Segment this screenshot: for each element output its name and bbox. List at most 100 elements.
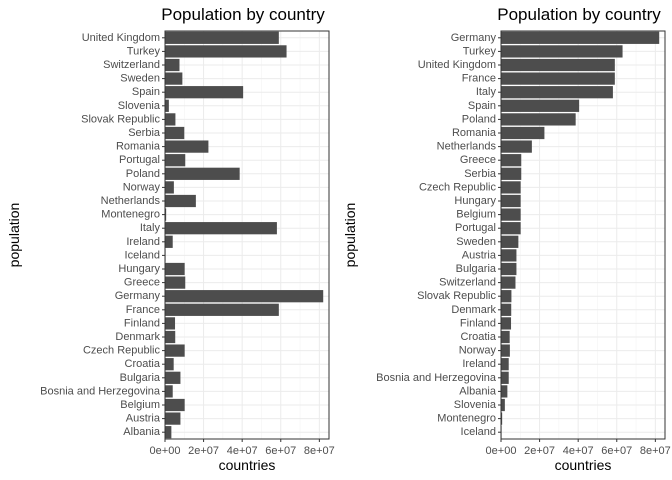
y-tick-label: Bosnia and Herzegovina: [40, 385, 161, 397]
y-tick-label: Finland: [460, 317, 496, 329]
y-tick-label: Ireland: [462, 358, 496, 370]
y-tick-label: Turkey: [463, 45, 497, 57]
y-tick-label: Bulgaria: [120, 372, 161, 384]
plot-panel: [165, 31, 329, 439]
x-tick-label: 4e+07: [227, 445, 258, 457]
y-tick-label: Bulgaria: [456, 263, 497, 275]
y-axis-title: population: [342, 203, 358, 268]
y-tick-label: Croatia: [461, 331, 497, 343]
y-tick-label: Hungary: [454, 195, 496, 207]
y-tick-label: Montenegro: [101, 209, 160, 221]
bar: [501, 194, 521, 208]
bar: [501, 113, 576, 126]
bar: [165, 113, 176, 126]
bar: [165, 72, 183, 85]
bar: [165, 167, 240, 180]
y-tick-label: Croatia: [125, 358, 161, 370]
y-axis-title: population: [6, 203, 22, 268]
x-tick-label: 2e+07: [188, 445, 219, 457]
panel-border: [164, 30, 330, 440]
bar: [501, 31, 660, 44]
bar: [501, 412, 503, 425]
y-tick-label: Denmark: [115, 331, 160, 343]
bar: [165, 235, 173, 248]
bar: [501, 262, 517, 276]
x-tick-label: 6e+07: [601, 445, 632, 457]
x-tick-label: 8e+07: [304, 445, 335, 457]
bar: [165, 317, 176, 330]
y-tick-label: Romania: [452, 127, 497, 139]
bar: [165, 194, 196, 208]
bar: [165, 208, 167, 221]
bar: [501, 358, 509, 371]
bar: [165, 222, 277, 235]
bar: [501, 344, 510, 357]
y-tick-label: Poland: [462, 113, 496, 125]
bar: [165, 126, 185, 140]
y-tick-label: Albania: [123, 426, 161, 438]
bar: [501, 330, 510, 344]
y-tick-label: Netherlands: [437, 141, 497, 153]
y-tick-label: Switzerland: [439, 277, 496, 289]
bar: [165, 45, 287, 58]
y-tick-label: Belgium: [120, 399, 160, 411]
y-tick-label: Hungary: [118, 263, 160, 275]
bar: [501, 208, 521, 221]
y-tick-label: Austria: [462, 249, 497, 261]
bar: [501, 222, 521, 235]
bar: [165, 86, 244, 99]
y-tick-label: France: [462, 73, 496, 85]
y-tick-label: Italy: [476, 86, 497, 98]
y-tick-label: Italy: [140, 222, 161, 234]
panel-border: [500, 30, 666, 440]
y-tick-label: Germany: [451, 32, 497, 44]
bar: [165, 426, 172, 439]
bar: [165, 398, 185, 412]
bar: [165, 58, 180, 72]
bar: [501, 317, 512, 330]
bar: [501, 235, 519, 248]
x-tick-label: 8e+07: [640, 445, 671, 457]
y-tick-label: United Kingdom: [82, 32, 160, 44]
bar: [501, 58, 615, 72]
y-tick-label: Poland: [126, 168, 160, 180]
bar: [165, 276, 186, 289]
y-tick-label: Portugal: [119, 154, 160, 166]
y-tick-label: Romania: [116, 141, 161, 153]
bar: [501, 154, 522, 167]
bar: [501, 86, 613, 99]
bar: [165, 262, 185, 276]
y-tick-label: Denmark: [451, 304, 496, 316]
y-tick-label: Serbia: [128, 127, 161, 139]
y-tick-label: Belgium: [456, 209, 496, 221]
y-tick-label: Spain: [132, 86, 160, 98]
bar: [501, 290, 512, 303]
bar: [501, 140, 532, 153]
y-tick-label: Portugal: [455, 222, 496, 234]
y-tick-label: Switzerland: [103, 59, 160, 71]
y-tick-label: Germany: [115, 290, 161, 302]
y-tick-label: Austria: [126, 413, 161, 425]
bar: [165, 31, 279, 44]
bar: [165, 385, 173, 398]
bar: [501, 45, 623, 58]
y-tick-label: Iceland: [461, 426, 496, 438]
bar: [501, 398, 505, 412]
bar: [501, 126, 545, 140]
bar: [165, 99, 169, 112]
x-tick-label: 6e+07: [265, 445, 296, 457]
y-tick-label: Czech Republic: [419, 181, 497, 193]
y-tick-label: Norway: [459, 345, 497, 357]
y-tick-label: Slovak Republic: [417, 290, 496, 302]
bar: [165, 140, 209, 153]
bar: [165, 290, 324, 303]
y-tick-label: Netherlands: [101, 195, 161, 207]
x-tick-label: 0e+00: [150, 445, 181, 457]
bar: [501, 276, 516, 289]
bar: [501, 167, 522, 180]
bar: [165, 330, 176, 344]
bar: [501, 249, 517, 262]
y-tick-label: Iceland: [125, 249, 160, 261]
bar: [501, 72, 615, 85]
bar: [165, 303, 279, 316]
